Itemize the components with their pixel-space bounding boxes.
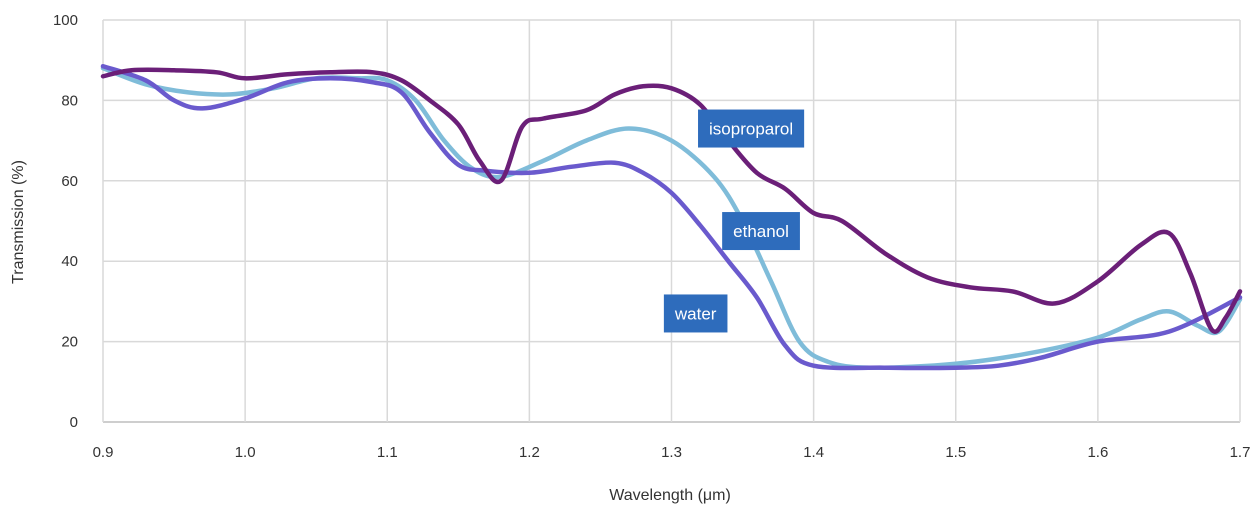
grid [102, 19, 1241, 423]
y-tick-label: 40 [61, 253, 78, 270]
series-label-text: ethanol [733, 222, 789, 241]
y-tick-labels: 0 20 40 60 80 100 [53, 12, 78, 431]
series-label-water: water [663, 294, 728, 333]
y-axis-title: Transmission (%) [10, 160, 27, 284]
series-label-box [698, 109, 805, 148]
y-tick-label: 0 [70, 414, 78, 431]
series-line-isoproparol [100, 67, 1243, 334]
x-tick-label: 1.1 [377, 444, 398, 461]
series-label-text: water [674, 304, 717, 323]
series-label-box [722, 212, 800, 251]
y-tick-label: 100 [53, 12, 78, 29]
series-label-text: isoproparol [709, 120, 793, 139]
y-tick-label: 20 [61, 334, 78, 351]
x-tick-label: 1.2 [519, 444, 540, 461]
series-labels: isoproparol ethanol water [663, 109, 805, 333]
series-label-ethanol: ethanol [722, 212, 800, 251]
y-tick-label: 60 [61, 173, 78, 190]
series-label-box [663, 294, 728, 333]
series-lines [100, 63, 1243, 371]
x-tick-label: 1.5 [945, 444, 966, 461]
x-axis-title: Wavelength (μm) [609, 487, 731, 504]
series-label-isoproparol: isoproparol [698, 109, 805, 148]
x-tick-label: 1.0 [235, 444, 256, 461]
x-tick-label: 1.7 [1230, 444, 1251, 461]
x-tick-labels: 0.9 1.0 1.1 1.2 1.3 1.4 1.5 1.6 1.7 [93, 444, 1251, 461]
y-tick-label: 80 [61, 92, 78, 109]
x-tick-label: 1.4 [803, 444, 824, 461]
series-line-water [100, 63, 1243, 371]
x-tick-label: 1.6 [1087, 444, 1108, 461]
x-tick-label: 1.3 [661, 444, 682, 461]
x-tick-label: 0.9 [93, 444, 114, 461]
